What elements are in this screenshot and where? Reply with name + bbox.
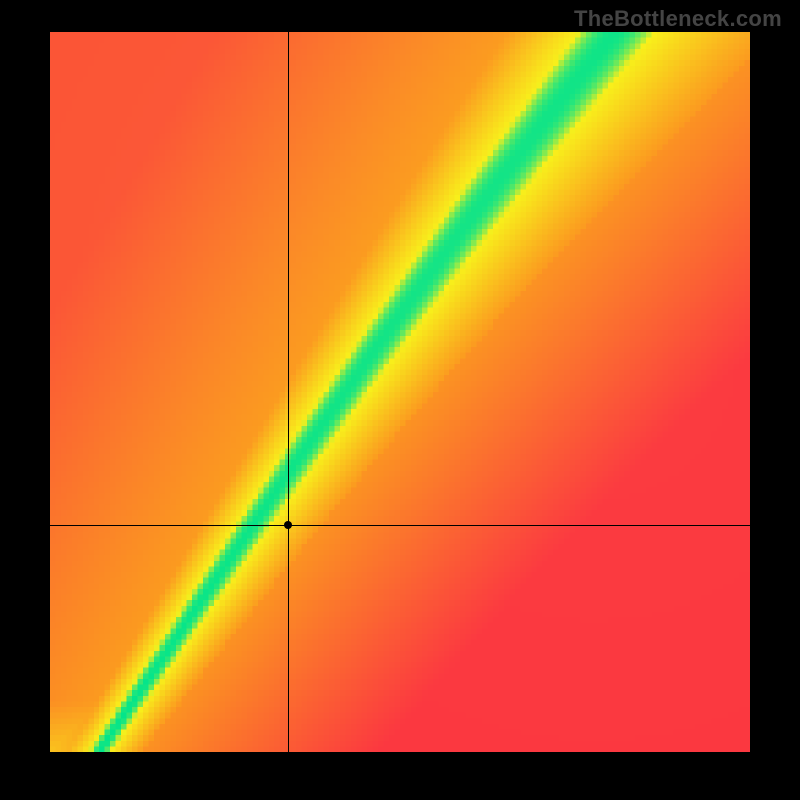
heatmap-canvas <box>50 32 750 752</box>
chart-frame: TheBottleneck.com <box>0 0 800 800</box>
plot-area <box>50 32 750 752</box>
watermark-text: TheBottleneck.com <box>574 6 782 32</box>
